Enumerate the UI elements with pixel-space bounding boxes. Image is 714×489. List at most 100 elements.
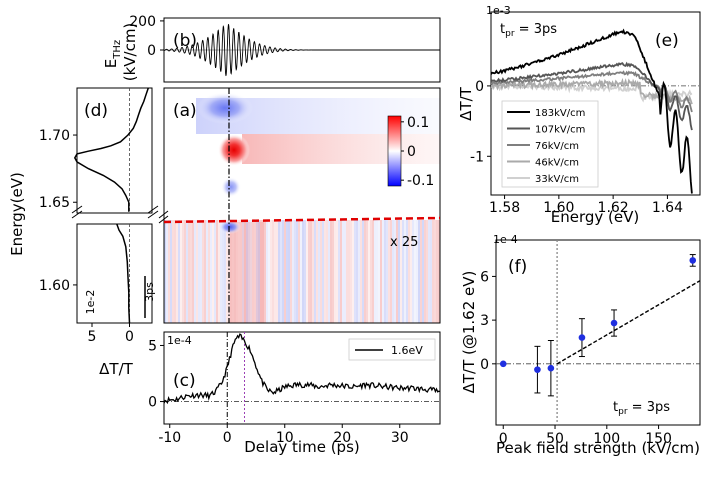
- noise-stripe: [432, 220, 434, 323]
- noise-stripe: [344, 220, 346, 323]
- noise-stripe: [326, 220, 328, 323]
- panel-c-trace: [164, 333, 440, 405]
- noise-stripe: [404, 220, 406, 323]
- panel-f-ylabel: ΔT/T (@1.62 eV): [460, 271, 478, 394]
- noise-stripe: [324, 220, 326, 323]
- panel-f-annotation: tpr = 3ps: [613, 400, 670, 417]
- panel-e-xlabel: Energy (eV): [551, 208, 639, 226]
- noise-stripe: [210, 220, 212, 323]
- noise-stripe: [186, 220, 188, 323]
- noise-stripe: [428, 220, 430, 323]
- noise-stripe: [408, 220, 410, 323]
- c-xtick-label-3: 20: [333, 430, 351, 446]
- panel-e-annotation-rest: = 3ps: [515, 22, 558, 37]
- noise-stripe: [194, 220, 196, 323]
- noise-stripe: [338, 220, 340, 323]
- noise-stripe: [306, 220, 308, 323]
- panel-e-annotation-sub: pr: [505, 29, 515, 39]
- noise-stripe: [378, 220, 380, 323]
- noise-stripe: [436, 220, 438, 323]
- noise-stripe: [390, 220, 392, 323]
- e-xtick-label-0: 1.58: [489, 200, 520, 216]
- panel-e-ticks: 0 -1 1.58 1.60 1.62 1.64: [470, 79, 683, 216]
- noise-stripe: [240, 220, 242, 323]
- noise-stripe: [258, 220, 260, 323]
- noise-stripe: [396, 220, 398, 323]
- panel-c-frame: [163, 331, 441, 425]
- panel-f-field-dependence: 0 3 6 0 50 100 150 1e-4 (f) tpr = 3ps Peak fie…: [460, 233, 701, 457]
- d-trace-lower: [116, 223, 131, 324]
- panel-d-upper-frame: [76, 87, 153, 214]
- noise-red-band: [230, 222, 266, 323]
- panel-f-annotation-main: t: [613, 400, 618, 415]
- panel-f-label: (f): [508, 257, 527, 277]
- panel-a-lower-blue-blob: [221, 177, 241, 197]
- d-xtick-label-0: 5: [88, 329, 97, 345]
- panel-a-label: (a): [173, 101, 197, 121]
- noise-stripe: [202, 220, 204, 323]
- panel-f-annotation-sub: pr: [618, 407, 628, 417]
- c-ytick-label-1: 0: [148, 395, 157, 411]
- noise-stripe: [266, 220, 268, 323]
- panel-e-annotation-main: t: [500, 22, 505, 37]
- panel-a-heatmap: (a) x 25 0.1 0 -0.1: [158, 87, 441, 324]
- noise-stripe: [180, 220, 182, 323]
- noise-stripe: [322, 220, 324, 323]
- colorbar: [387, 115, 402, 187]
- thz-waveform-line: [164, 23, 440, 77]
- noise-stripe: [412, 220, 414, 323]
- noise-stripe: [246, 220, 248, 323]
- noise-stripe: [308, 220, 310, 323]
- noise-stripe: [190, 220, 192, 323]
- noise-stripe: [300, 220, 302, 323]
- noise-stripe: [416, 220, 418, 323]
- noise-stripe: [170, 220, 172, 323]
- noise-stripe: [214, 220, 216, 323]
- noise-stripe: [248, 220, 250, 323]
- noise-stripe: [316, 220, 318, 323]
- d-xtick-label-1: 0: [125, 329, 134, 345]
- noise-stripe: [318, 220, 320, 323]
- panel-d-scale: 1e-2: [84, 290, 97, 315]
- noise-stripe: [376, 220, 378, 323]
- noise-stripe: [272, 220, 274, 323]
- noise-stripe: [304, 220, 306, 323]
- noise-stripe: [334, 220, 336, 323]
- noise-stripe: [262, 220, 264, 323]
- noise-stripe: [406, 220, 408, 323]
- f-ytick-label-1: 3: [480, 313, 489, 329]
- c-xtick-label-4: 30: [391, 430, 409, 446]
- e-ytick-label-1: -1: [470, 149, 484, 165]
- noise-stripe: [226, 220, 228, 323]
- panel-d-break-mark-1: [71, 205, 83, 214]
- noise-stripe: [356, 220, 358, 323]
- noise-stripe: [368, 220, 370, 323]
- noise-stripe: [298, 220, 300, 323]
- noise-stripe: [346, 220, 348, 323]
- noise-stripe: [222, 220, 224, 323]
- noise-stripe: [238, 220, 240, 323]
- noise-stripe: [206, 220, 208, 323]
- panel-c-ticks: 5 0 -10 0 10 20 30: [148, 338, 409, 446]
- panel-a-break-line: [163, 216, 441, 224]
- noise-stripe: [212, 220, 214, 323]
- c-xtick-label-2: 10: [276, 430, 294, 446]
- noise-stripe: [438, 220, 440, 323]
- noise-stripe: [310, 220, 312, 323]
- panel-a-map-content: [164, 88, 440, 323]
- noise-stripe: [288, 220, 290, 323]
- c-trace-line: [164, 333, 440, 405]
- noise-stripe: [270, 220, 272, 323]
- noise-stripe: [268, 220, 270, 323]
- f-point-3: [578, 334, 586, 341]
- noise-stripe: [354, 220, 356, 323]
- f-ytick-label-2: 6: [480, 269, 489, 285]
- panel-c-label: (c): [173, 371, 196, 391]
- noise-stripe: [382, 220, 384, 323]
- noise-stripe: [198, 220, 200, 323]
- panel-f-content: [496, 240, 701, 425]
- noise-stripe: [280, 220, 282, 323]
- noise-stripe: [220, 220, 222, 323]
